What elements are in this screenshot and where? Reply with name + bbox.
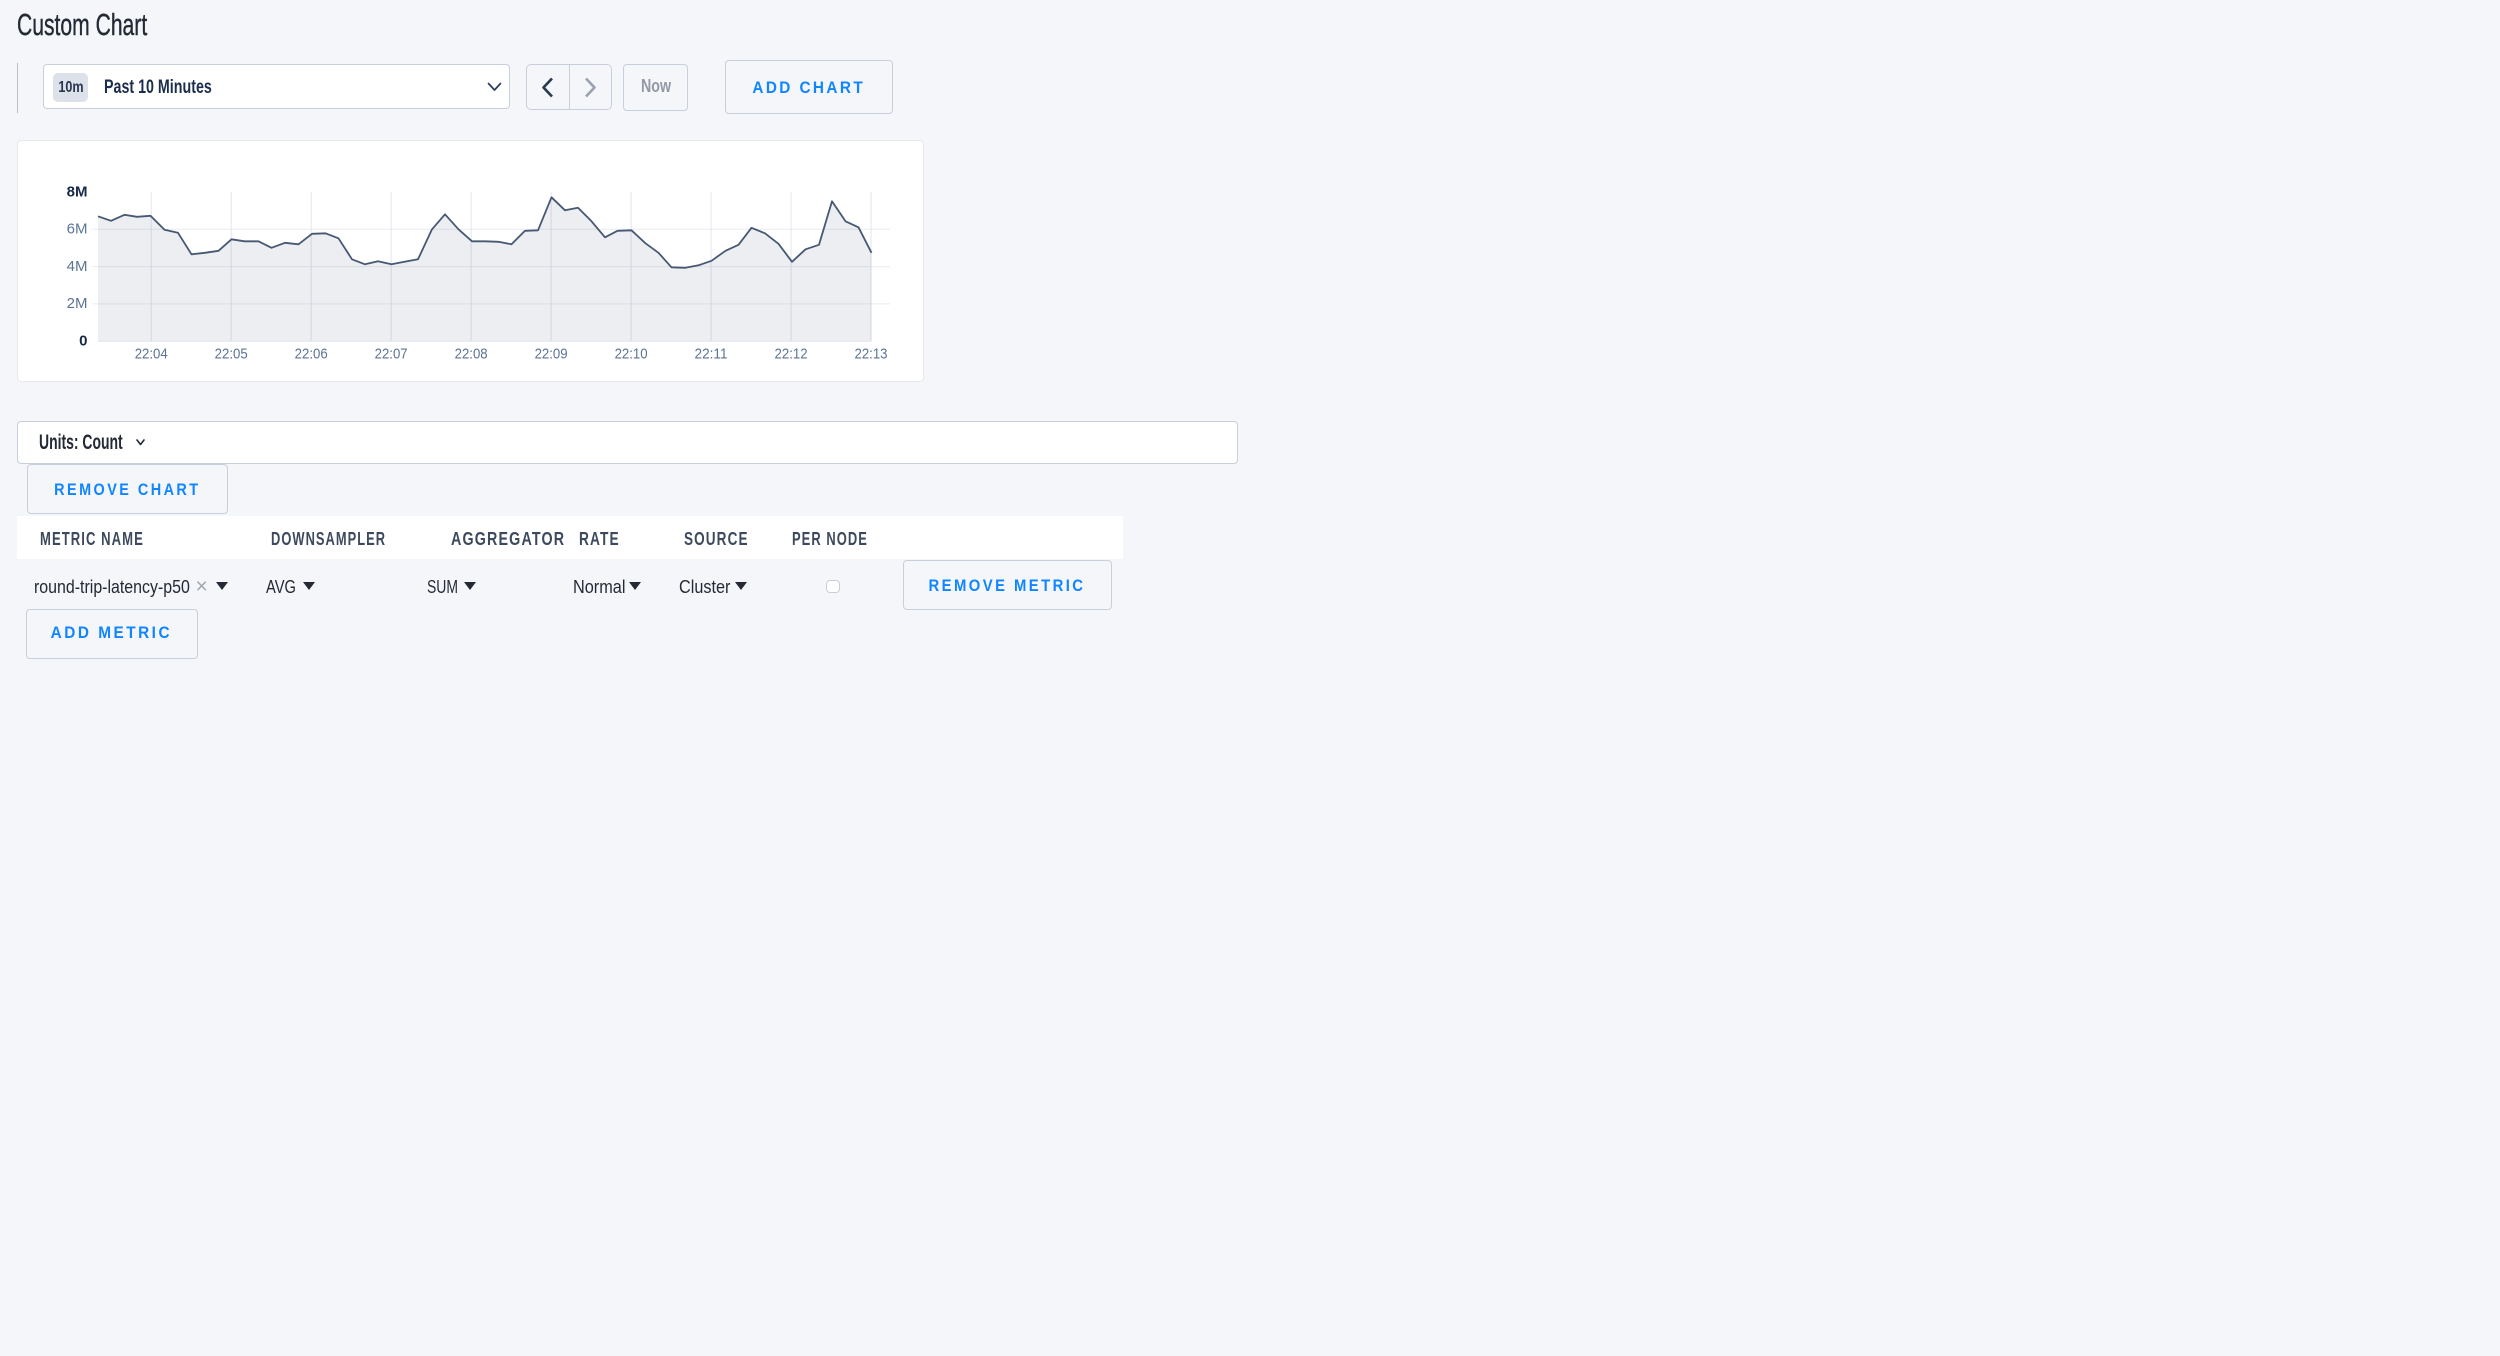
svg-text:22:07: 22:07 — [374, 345, 407, 362]
svg-text:6M: 6M — [66, 220, 87, 237]
svg-text:22:12: 22:12 — [774, 345, 807, 362]
svg-text:0: 0 — [79, 332, 87, 349]
svg-text:2M: 2M — [66, 295, 87, 312]
svg-text:8M: 8M — [66, 183, 87, 200]
svg-text:22:05: 22:05 — [214, 345, 247, 362]
svg-text:22:13: 22:13 — [854, 345, 887, 362]
svg-text:22:10: 22:10 — [614, 345, 647, 362]
svg-text:22:11: 22:11 — [694, 345, 727, 362]
svg-text:22:06: 22:06 — [294, 345, 327, 362]
svg-text:22:09: 22:09 — [534, 345, 567, 362]
svg-text:4M: 4M — [66, 258, 87, 275]
svg-text:22:08: 22:08 — [454, 345, 487, 362]
svg-text:22:04: 22:04 — [134, 345, 167, 362]
